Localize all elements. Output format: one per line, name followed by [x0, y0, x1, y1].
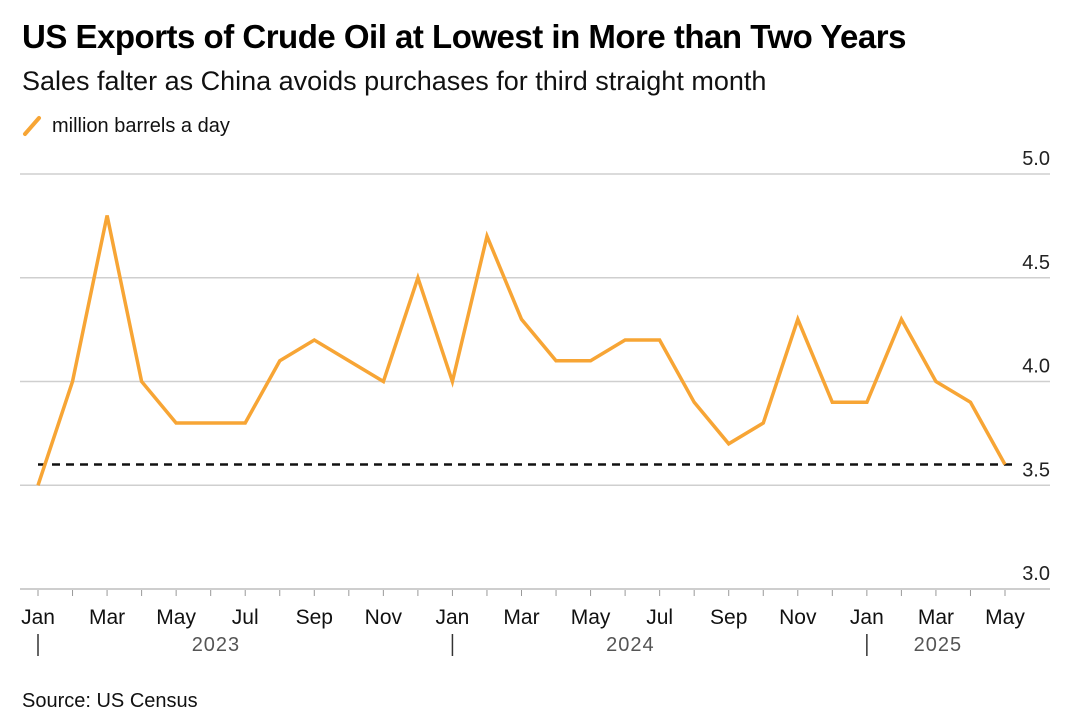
x-tick-label-2025-05: May [985, 606, 1025, 629]
line-chart: Jan Mar May Jul Sep Nov Jan Mar May Jul Sep Nov Jan M… [20, 148, 1050, 656]
y-tick-label-4.5: 4.5 [1022, 252, 1050, 274]
x-tick-label-2023-11: Nov [365, 606, 403, 629]
x-tick-label-2023-01: Jan [21, 606, 55, 629]
legend-label: million barrels a day [52, 114, 230, 137]
x-tick-label-2023-03: Mar [89, 606, 125, 629]
x-tick-label-2024-09: Sep [710, 606, 747, 629]
y-tick-label-3.0: 3.0 [1022, 563, 1050, 585]
x-tick-label-2024-11: Nov [779, 606, 817, 629]
y-tick-label-3.5: 3.5 [1022, 459, 1050, 481]
x-tick-label-2023-07: Jul [232, 606, 259, 629]
year-label-2023: 2023 [192, 634, 241, 656]
y-axis: 3.0 3.5 4.0 4.5 5.0 [1022, 148, 1050, 585]
legend-swatch [23, 116, 41, 136]
x-tick-label-2023-09: Sep [296, 606, 333, 629]
chart-title: US Exports of Crude Oil at Lowest in Mor… [22, 18, 906, 55]
x-tick-label-2024-05: May [571, 606, 611, 629]
x-tick-label-2025-01: Jan [850, 606, 884, 629]
source-note: Source: US Census [22, 690, 198, 712]
series-line-0 [36, 215, 1007, 486]
y-tick-label-4.0: 4.0 [1022, 356, 1050, 378]
year-label-2024: 2024 [606, 634, 655, 656]
x-axis: Jan Mar May Jul Sep Nov Jan Mar May Jul Sep Nov Jan M… [21, 590, 1025, 656]
y-tick-label-5.0: 5.0 [1022, 148, 1050, 170]
legend: million barrels a day [22, 113, 230, 139]
x-tick-label-2024-07: Jul [646, 606, 673, 629]
series-layer [36, 215, 1007, 486]
x-tick-label-2024-01: Jan [435, 606, 469, 629]
year-label-2025: 2025 [914, 634, 963, 656]
chart-subtitle: Sales falter as China avoids purchases f… [22, 66, 767, 96]
x-tick-label-2025-03: Mar [918, 606, 954, 629]
x-tick-label-2024-03: Mar [503, 606, 539, 629]
grid-layer [20, 173, 1050, 590]
x-tick-label-2023-05: May [156, 606, 196, 629]
